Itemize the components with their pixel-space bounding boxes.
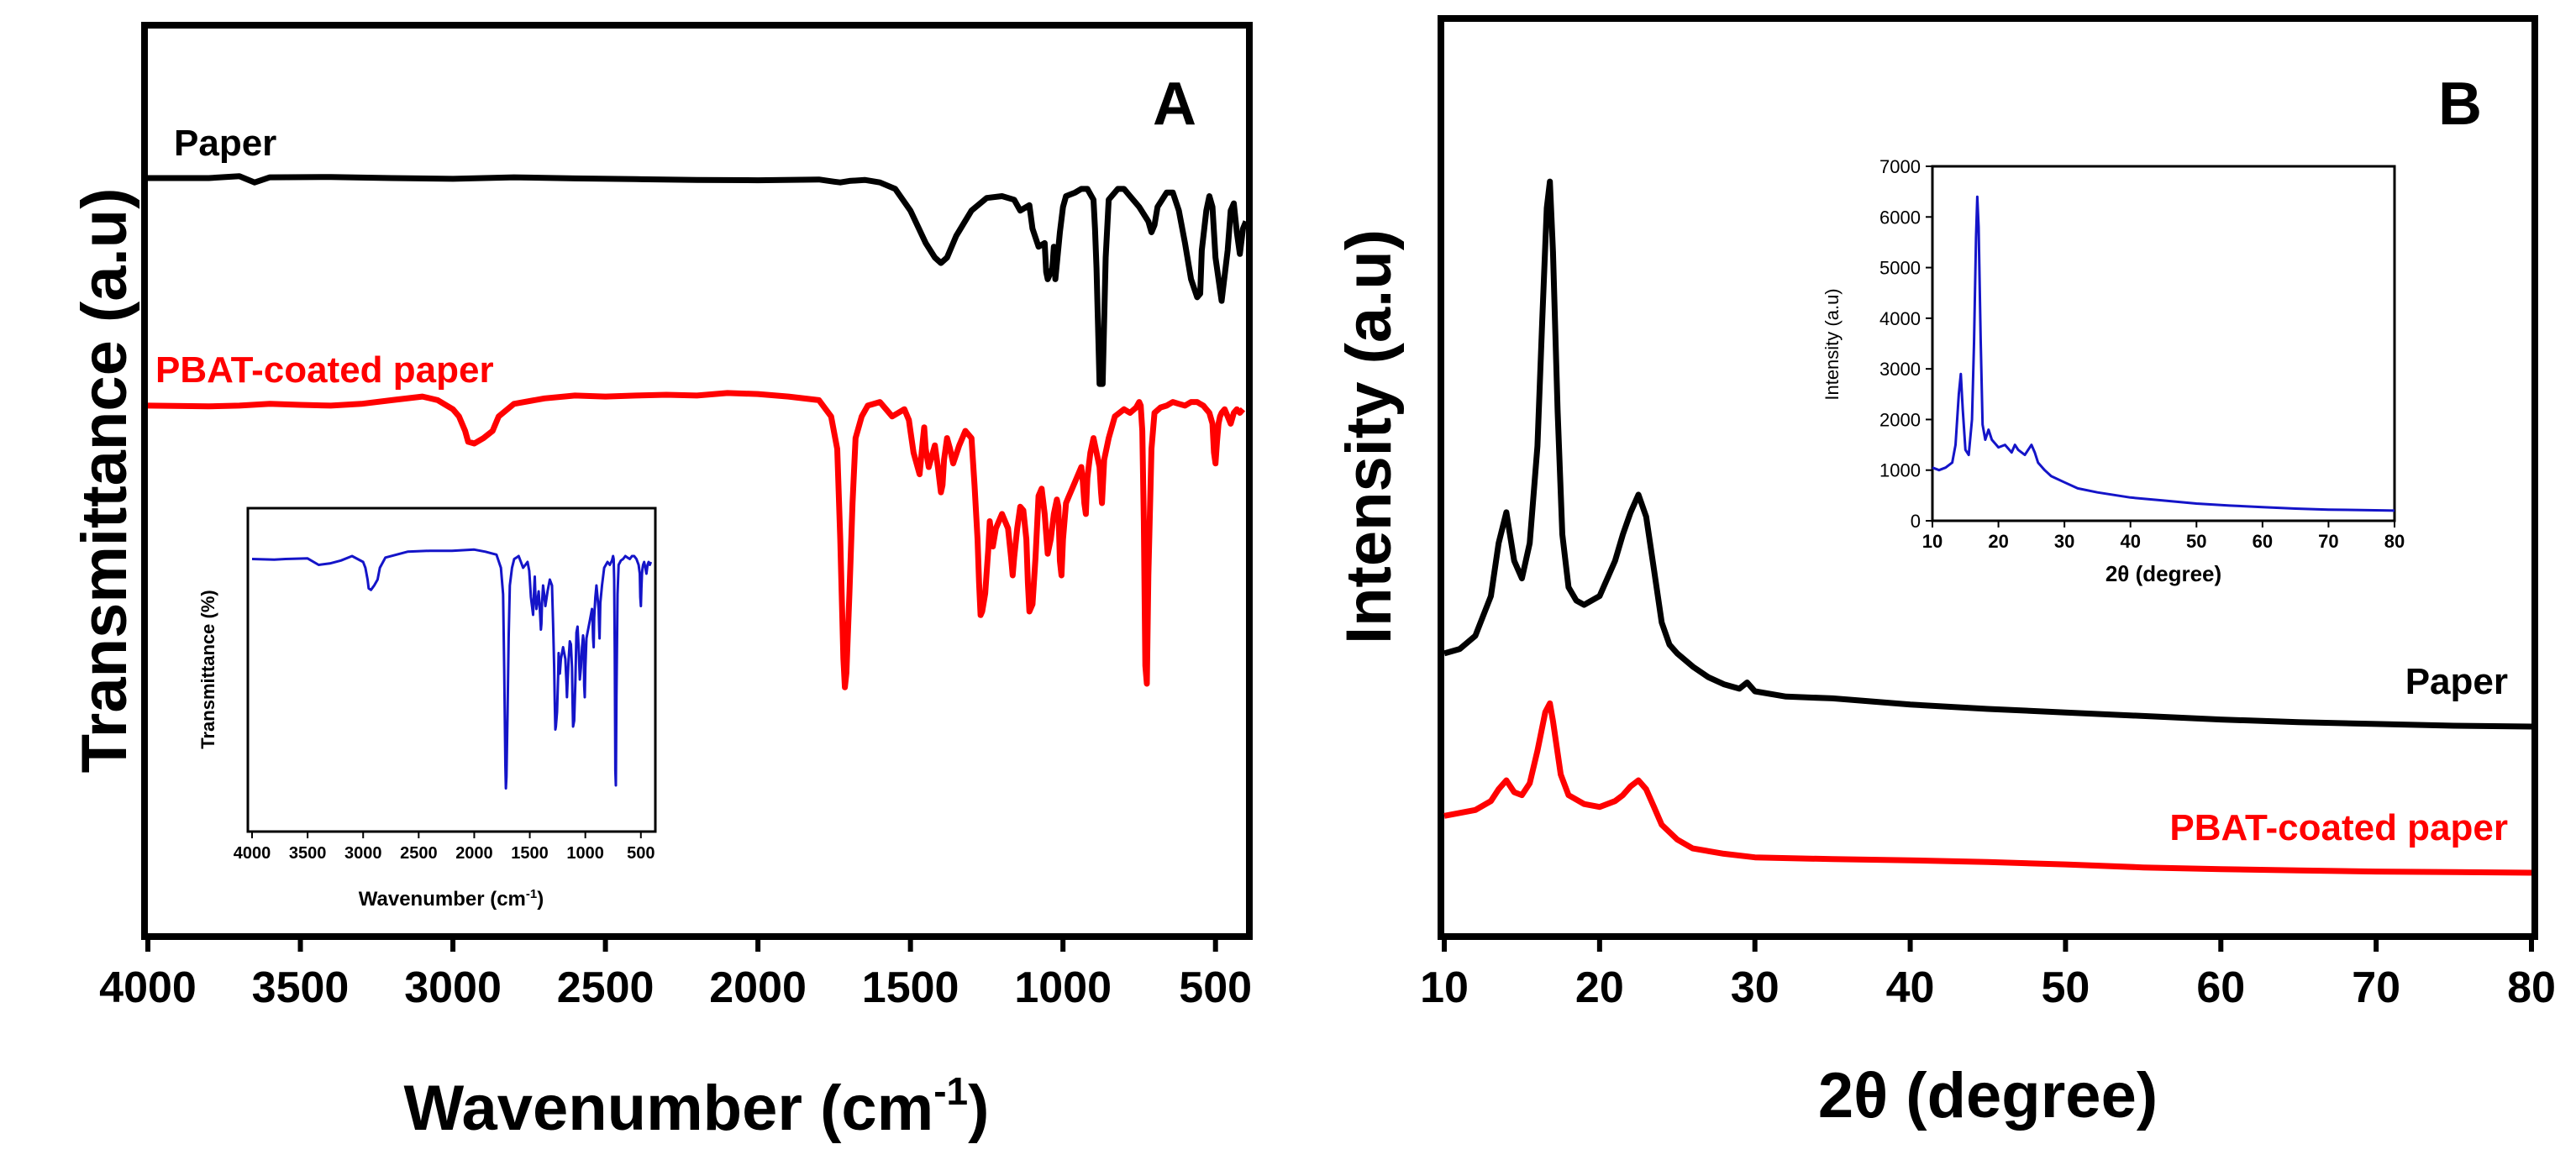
panel-a-inset-x-axis-label: Wavenumber (cm-1) <box>359 887 544 911</box>
panel-b-inset-x-tick-label: 10 <box>1922 531 1943 552</box>
panel-a-inset-y-axis-label: Transmittance (%) <box>197 590 218 749</box>
panel-b-y-axis-label: Intensity (a.u) <box>1333 229 1405 644</box>
panel-b-x-tick-label: 10 <box>1420 963 1469 1012</box>
panel-a-inset-frame <box>246 507 657 833</box>
panel-b-inset-y-tick-label: 4000 <box>1879 308 1921 329</box>
panel-b-inset-x-tick-label: 60 <box>2253 531 2273 552</box>
panel-b-frame <box>1438 15 2538 940</box>
panel-b-inset-y-tick-label: 0 <box>1911 511 1921 532</box>
panel-a-y-axis-label: Transmittance (a.u) <box>69 188 140 774</box>
panel-b-inset-x-tick-label: 80 <box>2384 531 2405 552</box>
series-line-b-paper <box>1443 178 2532 730</box>
panel-a-inset-x-tick-label: 4000 <box>234 844 271 863</box>
legend-pbat-label: PBAT-coated paper <box>155 349 494 391</box>
panel-b-inset-y-tick-label: 6000 <box>1879 207 1921 228</box>
panel-b: B Paper PBAT-coated paper 10 20 30 40 50 60 70… <box>1333 15 2556 1131</box>
panel-b-inset-y-tick-label: 2000 <box>1879 409 1921 430</box>
inset-a-series-line <box>251 548 653 790</box>
panel-a-inset-x-tick-label: 2500 <box>400 844 438 863</box>
panel-b-x-tick-label: 40 <box>1886 963 1935 1012</box>
panel-a-x-tick-label: 1500 <box>862 963 959 1012</box>
series-line-pbat-coated-paper <box>147 390 1246 690</box>
panel-b-inset-y-axis-label: Intensity (a.u) <box>1822 288 1843 400</box>
series-line-paper <box>148 173 1249 387</box>
panel-a-x-tick-label: 1000 <box>1014 963 1112 1012</box>
panel-b-x-axis: 10 20 30 40 50 60 70 80 <box>1420 937 2556 1012</box>
panel-a-series <box>147 173 1249 690</box>
panel-b-inset: 10 20 30 40 50 60 70 80 0 1000 2000 3000 4000 5000 60… <box>1822 156 2405 586</box>
panel-b-inset-x-axis-label: 2θ (degree) <box>2105 561 2221 586</box>
panel-a-inset-x-tick-label: 3000 <box>344 844 382 863</box>
panel-a-x-tick-label: 500 <box>1179 963 1252 1012</box>
panel-b-x-tick-label: 20 <box>1575 963 1624 1012</box>
panel-b-inset-x-tick-label: 30 <box>2054 531 2074 552</box>
panel-b-inset-y-tick-label: 5000 <box>1879 258 1921 279</box>
panel-a-inset-x-tick-label: 500 <box>627 844 655 863</box>
legend-paper-label-b: Paper <box>2405 661 2508 702</box>
panel-a-inset-x-tick-label: 2000 <box>455 844 493 863</box>
panel-a-x-tick-label: 3000 <box>404 963 502 1012</box>
legend-pbat-label-b: PBAT-coated paper <box>2169 807 2508 848</box>
panel-a-frame <box>141 22 1253 940</box>
panel-b-inset-x-tick-label: 40 <box>2120 531 2140 552</box>
panel-b-inset-series <box>1932 195 2395 512</box>
panel-a-inset-x-tick-label: 1000 <box>566 844 604 863</box>
panel-b-inset-x-tick-label: 20 <box>1988 531 2008 552</box>
panel-a-x-axis-label-sup: -1 <box>933 1069 968 1113</box>
panel-a-inset-x-label-main: Wavenumber (cm <box>359 888 526 911</box>
panel-a-x-tick-label: 2500 <box>557 963 655 1012</box>
panel-a-inset-x-tick-label: 3500 <box>289 844 327 863</box>
panel-a-x-axis-label-main: Wavenumber (cm <box>404 1073 934 1144</box>
panel-b-inset-x-axis: 10 20 30 40 50 60 70 80 <box>1922 521 2405 552</box>
panel-b-series <box>1443 178 2532 876</box>
inset-b-series-line <box>1932 195 2395 512</box>
panel-a-inset-series <box>251 548 653 790</box>
panel-b-inset-y-tick-label: 3000 <box>1879 359 1921 380</box>
panel-a-inset-x-label-end: ) <box>537 888 544 911</box>
panel-a-x-axis-label-end: ) <box>968 1073 989 1144</box>
panel-b-letter: B <box>2438 71 2482 138</box>
panel-b-inset-y-axis: 0 1000 2000 3000 4000 5000 6000 7000 <box>1879 156 1932 532</box>
panel-a-inset: 4000 3500 3000 2500 2000 1500 1000 500 Transmit… <box>197 507 657 911</box>
panel-b-x-tick-label: 70 <box>2352 963 2400 1012</box>
panel-b-inset-x-tick-label: 70 <box>2318 531 2338 552</box>
panel-a-x-axis-label: Wavenumber (cm-1) <box>404 1069 990 1144</box>
panel-a-inset-x-axis: 4000 3500 3000 2500 2000 1500 1000 500 <box>234 832 655 863</box>
panel-b-x-tick-label: 50 <box>2042 963 2090 1012</box>
panel-a-x-tick-label: 4000 <box>99 963 197 1012</box>
panel-a-inset-x-label-sup: -1 <box>526 887 537 901</box>
legend-paper-label: Paper <box>174 123 276 164</box>
panel-a-x-tick-label: 2000 <box>709 963 807 1012</box>
panel-a-inset-x-tick-label: 1500 <box>511 844 549 863</box>
panel-b-x-tick-label: 60 <box>2196 963 2245 1012</box>
series-line-b-pbat-coated-paper <box>1443 700 2532 876</box>
panel-a-x-tick-label: 3500 <box>252 963 350 1012</box>
panel-b-x-tick-label: 80 <box>2507 963 2556 1012</box>
panel-b-inset-x-tick-label: 50 <box>2186 531 2206 552</box>
panel-b-x-tick-label: 30 <box>1731 963 1780 1012</box>
panel-b-inset-y-tick-label: 1000 <box>1879 460 1921 481</box>
panel-b-x-axis-label: 2θ (degree) <box>1818 1060 2158 1131</box>
panel-a-x-axis: 4000 3500 3000 2500 2000 1500 1000 500 <box>99 937 1252 1012</box>
panel-b-inset-y-tick-label: 7000 <box>1879 156 1921 177</box>
panel-a-letter: A <box>1153 71 1196 138</box>
panel-b-inset-frame <box>1931 165 2396 522</box>
panel-a: A Paper PBAT-coated paper 4000 3500 3000 25… <box>69 22 1253 1144</box>
